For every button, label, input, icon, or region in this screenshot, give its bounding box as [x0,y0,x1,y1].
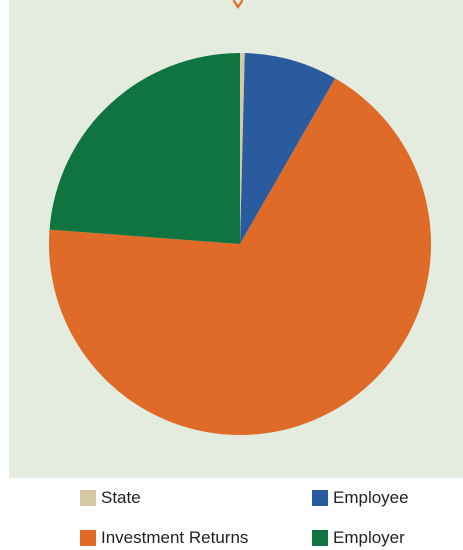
legend-swatch-state [80,490,96,506]
legend-label-employer: Employer [333,528,405,547]
pie-slice-employer [49,53,240,244]
pie-slices [48,53,431,436]
pie-slice-investment-returns [48,78,431,436]
top-marker-icon [232,0,244,9]
legend-label-employee: Employee [333,488,409,507]
pie-slice-state [240,53,245,244]
top-chevron-icon [232,0,244,9]
legend-label-state: State [101,488,141,507]
legend-item-employer: Employer [312,527,405,549]
pie-slice-employee [240,53,336,245]
legend-swatch-employee [312,490,328,506]
legend-item-state: State [80,487,141,509]
legend-swatch-investment-returns [80,530,96,546]
legend-label-investment-returns: Investment Returns [101,528,249,547]
legend-swatch-employer [312,530,328,546]
legend-item-employee: Employee [312,487,409,509]
legend-item-investment-returns: Investment Returns [80,527,248,549]
